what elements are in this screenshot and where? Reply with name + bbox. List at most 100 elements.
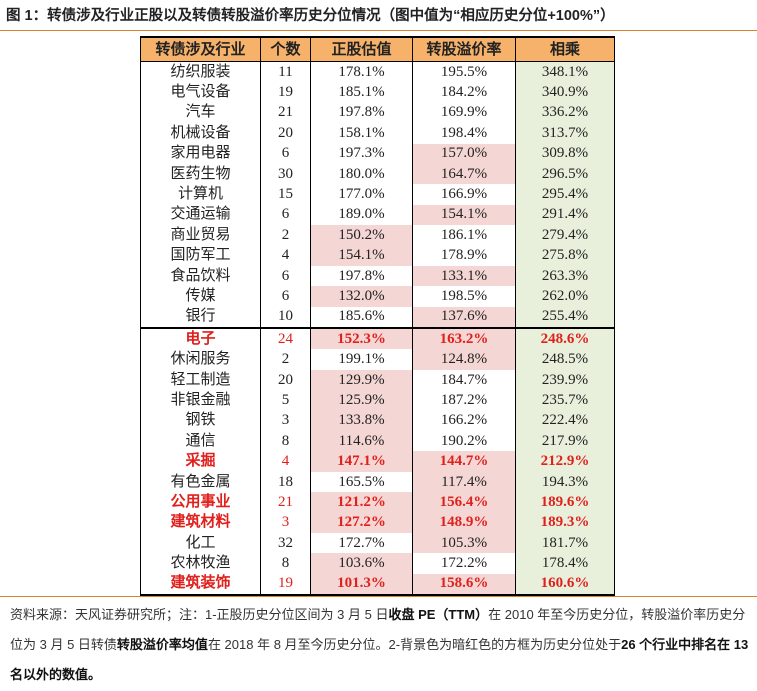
- industry-cell: 机械设备: [140, 123, 261, 144]
- value-cell: 177.0%: [310, 184, 413, 205]
- table-row: 交通运输 6 189.0% 154.1% 291.4%: [140, 204, 615, 226]
- value-cell: 309.8%: [515, 143, 615, 164]
- value-cell: 19: [260, 82, 311, 103]
- table-row: 银行 10 185.6% 137.6% 255.4%: [140, 306, 615, 329]
- industry-cell: 交通运输: [140, 204, 261, 226]
- value-cell: 165.5%: [310, 471, 413, 493]
- value-cell: 197.8%: [310, 265, 413, 287]
- table-row: 采掘 4 147.1% 144.7% 212.9%: [140, 451, 615, 472]
- value-cell: 148.9%: [412, 512, 516, 533]
- value-cell: 275.8%: [515, 245, 615, 266]
- value-cell: 127.2%: [310, 512, 413, 533]
- table-row: 电气设备 19 185.1% 184.2% 340.9%: [140, 82, 615, 103]
- value-cell: 20: [260, 123, 311, 144]
- value-cell: 348.1%: [515, 61, 615, 83]
- industry-cell: 化工: [140, 532, 261, 554]
- value-cell: 189.3%: [515, 512, 615, 533]
- value-cell: 178.4%: [515, 553, 615, 574]
- value-cell: 212.9%: [515, 451, 615, 472]
- value-cell: 21: [260, 102, 311, 124]
- value-cell: 6: [260, 265, 311, 287]
- industry-cell: 休闲服务: [140, 349, 261, 370]
- value-cell: 152.3%: [310, 327, 413, 350]
- value-cell: 4: [260, 245, 311, 266]
- value-cell: 166.9%: [412, 184, 516, 205]
- value-cell: 178.1%: [310, 61, 413, 83]
- table-row: 建筑材料 3 127.2% 148.9% 189.3%: [140, 512, 615, 533]
- value-cell: 125.9%: [310, 390, 413, 411]
- table-row: 纺织服装 11 178.1% 195.5% 348.1%: [140, 61, 615, 83]
- value-cell: 189.6%: [515, 492, 615, 513]
- value-cell: 18: [260, 471, 311, 493]
- figure-title: 图 1：转债涉及行业正股以及转债转股溢价率历史分位情况（图中值为“相应历史分位+…: [6, 8, 615, 24]
- value-cell: 313.7%: [515, 123, 615, 144]
- value-cell: 185.1%: [310, 82, 413, 103]
- value-cell: 262.0%: [515, 286, 615, 307]
- value-cell: 184.7%: [412, 369, 516, 391]
- value-cell: 199.1%: [310, 349, 413, 370]
- industry-cell: 食品饮料: [140, 265, 261, 287]
- industry-cell: 国防军工: [140, 245, 261, 266]
- value-cell: 178.9%: [412, 245, 516, 266]
- value-cell: 166.2%: [412, 410, 516, 432]
- value-cell: 295.4%: [515, 184, 615, 205]
- value-cell: 172.7%: [310, 532, 413, 554]
- value-cell: 296.5%: [515, 163, 615, 185]
- industry-cell: 计算机: [140, 184, 261, 205]
- industry-cell: 建筑装饰: [140, 573, 261, 597]
- table-row: 化工 32 172.7% 105.3% 181.7%: [140, 532, 615, 554]
- note-text: 26 个行业中排名在 13 名以外的数值。: [10, 637, 749, 682]
- value-cell: 189.0%: [310, 204, 413, 226]
- header-cell: 个数: [260, 36, 311, 62]
- industry-cell: 公用事业: [140, 492, 261, 513]
- value-cell: 187.2%: [412, 390, 516, 411]
- industry-cell: 采掘: [140, 451, 261, 472]
- note-text: 资料来源：天风证券研究所；注：1-正股历史分位区间为 3 月 5 日: [10, 607, 389, 622]
- value-cell: 10: [260, 306, 311, 329]
- value-cell: 6: [260, 204, 311, 226]
- value-cell: 2: [260, 349, 311, 370]
- value-cell: 114.6%: [310, 431, 413, 452]
- table-row: 建筑装饰 19 101.3% 158.6% 160.6%: [140, 573, 615, 597]
- value-cell: 255.4%: [515, 306, 615, 329]
- value-cell: 105.3%: [412, 532, 516, 554]
- value-cell: 11: [260, 61, 311, 83]
- value-cell: 121.2%: [310, 492, 413, 513]
- value-cell: 181.7%: [515, 532, 615, 554]
- note-text: 在 2010 年至今历史分位，转股溢价率历史分位为 3 月 5 日转债: [10, 607, 746, 652]
- value-cell: 8: [260, 553, 311, 574]
- value-cell: 30: [260, 163, 311, 185]
- table-row: 国防军工 4 154.1% 178.9% 275.8%: [140, 245, 615, 266]
- value-cell: 8: [260, 431, 311, 452]
- value-cell: 24: [260, 327, 311, 350]
- value-cell: 117.4%: [412, 471, 516, 493]
- industry-cell: 汽车: [140, 102, 261, 124]
- value-cell: 129.9%: [310, 369, 413, 391]
- value-cell: 3: [260, 410, 311, 432]
- value-cell: 21: [260, 492, 311, 513]
- industry-cell: 银行: [140, 306, 261, 329]
- value-cell: 184.2%: [412, 82, 516, 103]
- value-cell: 263.3%: [515, 265, 615, 287]
- value-cell: 5: [260, 390, 311, 411]
- value-cell: 158.6%: [412, 573, 516, 597]
- value-cell: 248.6%: [515, 327, 615, 350]
- value-cell: 6: [260, 143, 311, 164]
- value-cell: 20: [260, 369, 311, 391]
- industry-cell: 通信: [140, 431, 261, 452]
- value-cell: 150.2%: [310, 225, 413, 246]
- data-table: 转债涉及行业 个数 正股估值 转股溢价率 相乘 纺织服装 11 178.1% 195.5% 348…: [140, 36, 615, 597]
- value-cell: 197.3%: [310, 143, 413, 164]
- value-cell: 144.7%: [412, 451, 516, 472]
- table-row: 非银金融 5 125.9% 187.2% 235.7%: [140, 390, 615, 411]
- value-cell: 198.5%: [412, 286, 516, 307]
- value-cell: 154.1%: [412, 204, 516, 226]
- value-cell: 160.6%: [515, 573, 615, 597]
- table-row: 计算机 15 177.0% 166.9% 295.4%: [140, 184, 615, 205]
- industry-cell: 轻工制造: [140, 369, 261, 391]
- industry-cell: 医药生物: [140, 163, 261, 185]
- value-cell: 195.5%: [412, 61, 516, 83]
- value-cell: 194.3%: [515, 471, 615, 493]
- table-row: 通信 8 114.6% 190.2% 217.9%: [140, 431, 615, 452]
- value-cell: 133.1%: [412, 265, 516, 287]
